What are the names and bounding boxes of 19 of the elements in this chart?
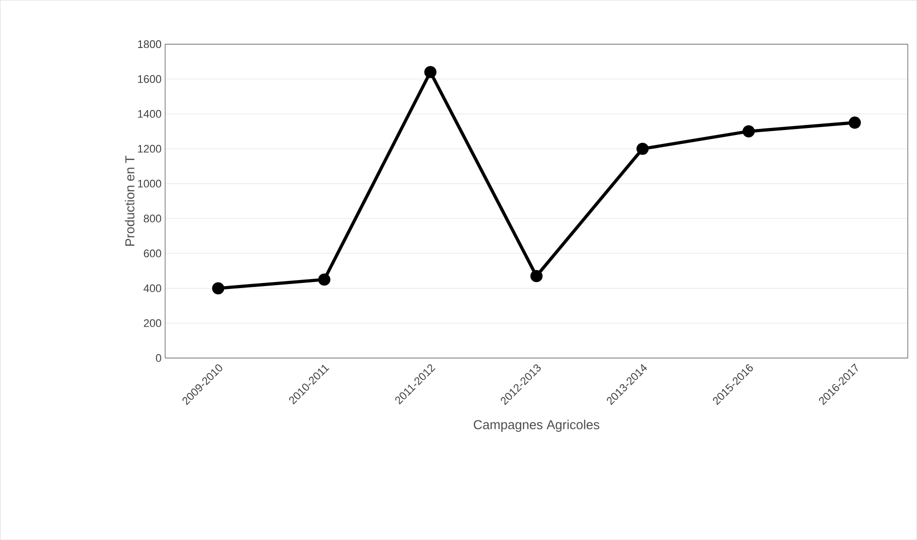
y-tick-label: 400 <box>144 284 162 292</box>
point <box>424 66 436 78</box>
y-tick-label: 600 <box>144 249 162 258</box>
x-axis-title: Campagnes Agricoles <box>474 420 600 432</box>
y-tick-label: 800 <box>144 214 162 222</box>
point <box>636 142 649 155</box>
point <box>212 282 224 294</box>
y-axis-title: Production en T <box>124 156 134 246</box>
y-tick-label: 1200 <box>138 144 162 153</box>
point <box>742 125 755 138</box>
y-tick-label: 200 <box>144 319 162 327</box>
y-tick-label: 1600 <box>138 75 162 83</box>
y-tick-label: 1400 <box>138 110 162 118</box>
y-tick-label: 0 <box>156 354 162 362</box>
point <box>318 273 330 286</box>
point <box>530 270 543 282</box>
point <box>848 116 861 129</box>
y-tick-label: 1800 <box>138 40 162 48</box>
y-tick-label: 1000 <box>138 180 162 188</box>
